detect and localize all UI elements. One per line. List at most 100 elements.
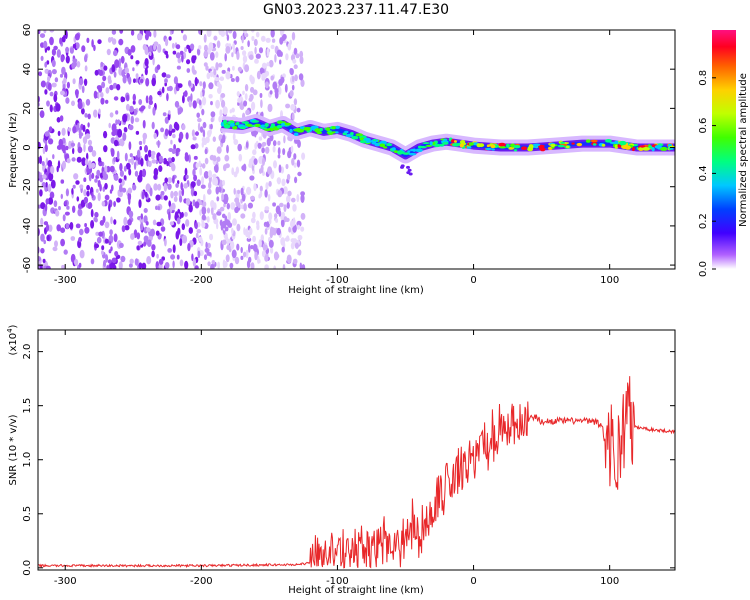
noise-speckle — [192, 168, 196, 177]
noise-speckle — [210, 117, 214, 123]
noise-speckle — [210, 123, 213, 130]
noise-speckle — [150, 228, 156, 237]
noise-speckle — [217, 87, 222, 94]
noise-speckle — [110, 37, 114, 42]
noise-speckle — [137, 174, 143, 183]
noise-speckle — [274, 54, 277, 63]
y-scale-multiplier: (x104) — [6, 324, 19, 355]
noise-speckle — [215, 62, 219, 71]
noise-speckle — [105, 99, 109, 104]
noise-speckle — [193, 155, 198, 160]
noise-speckle — [84, 226, 90, 234]
noise-speckle — [258, 259, 261, 264]
noise-speckle — [225, 46, 231, 54]
noise-speckle — [231, 249, 237, 259]
noise-speckle — [50, 179, 56, 189]
colorbar-tick-label: 0.4 — [698, 165, 709, 181]
noise-speckle — [47, 82, 52, 92]
noise-speckle — [243, 100, 248, 107]
noise-speckle — [280, 166, 285, 174]
noise-speckle — [300, 79, 305, 87]
noise-speckle — [107, 37, 112, 43]
noise-speckle — [157, 43, 162, 53]
noise-speckle — [250, 86, 255, 93]
noise-speckle — [140, 157, 144, 167]
noise-speckle — [301, 264, 306, 269]
noise-speckle — [39, 110, 45, 118]
noise-speckle — [153, 132, 157, 139]
noise-speckle — [40, 233, 45, 242]
noise-speckle — [84, 223, 87, 228]
noise-speckle — [216, 156, 221, 162]
noise-speckle — [210, 101, 213, 106]
noise-speckle — [125, 103, 130, 111]
x-tick-label: -100 — [326, 275, 349, 286]
noise-speckle — [226, 244, 231, 251]
noise-speckle — [293, 162, 297, 168]
noise-speckle — [245, 109, 250, 116]
noise-speckle — [290, 145, 294, 153]
noise-speckle — [266, 62, 270, 67]
trace-blob — [451, 139, 455, 143]
noise-speckle — [70, 236, 76, 241]
noise-speckle — [47, 160, 53, 167]
noise-speckle — [257, 142, 262, 149]
noise-speckle — [130, 30, 135, 36]
noise-speckle — [236, 51, 240, 60]
noise-speckle — [198, 45, 202, 50]
noise-speckle — [250, 217, 256, 224]
noise-speckle — [147, 160, 152, 168]
noise-speckle — [84, 158, 89, 166]
noise-speckle — [173, 121, 179, 130]
noise-speckle — [300, 212, 306, 220]
noise-speckle — [91, 39, 94, 48]
noise-speckle — [261, 62, 267, 69]
noise-speckle — [244, 64, 250, 73]
noise-speckle — [301, 152, 306, 160]
noise-speckle — [245, 141, 249, 149]
noise-speckle — [58, 138, 64, 148]
noise-speckle — [177, 83, 183, 88]
noise-speckle — [248, 256, 252, 263]
trace-blob — [532, 143, 541, 147]
noise-speckle — [202, 201, 207, 208]
noise-speckle — [266, 48, 270, 57]
noise-speckle — [121, 225, 126, 233]
noise-speckle — [234, 256, 240, 265]
noise-speckle — [60, 54, 65, 63]
noise-speckle — [85, 133, 91, 140]
colorbar-tick-label: 0.0 — [698, 261, 709, 277]
noise-speckle — [123, 165, 127, 172]
noise-speckle — [240, 204, 245, 210]
noise-speckle — [50, 166, 55, 174]
noise-speckle — [285, 53, 289, 61]
noise-speckle — [188, 227, 193, 234]
noise-speckle — [173, 190, 178, 197]
noise-speckle — [109, 262, 113, 269]
noise-speckle — [116, 197, 121, 203]
trace-blob — [422, 142, 430, 145]
noise-speckle — [272, 81, 278, 90]
trace-blob — [565, 145, 570, 149]
noise-speckle — [146, 239, 152, 247]
noise-speckle — [145, 227, 151, 232]
noise-speckle — [256, 70, 261, 80]
noise-speckle — [299, 56, 304, 64]
noise-speckle — [182, 95, 185, 104]
noise-speckle — [128, 124, 134, 131]
noise-speckle — [193, 174, 198, 182]
noise-speckle — [252, 211, 256, 219]
noise-speckle — [212, 173, 217, 179]
noise-speckle — [123, 175, 127, 180]
trace-blob — [601, 143, 606, 147]
noise-speckle — [199, 126, 204, 133]
noise-speckle — [250, 245, 254, 250]
noise-speckle — [128, 263, 133, 268]
noise-speckle — [210, 111, 216, 118]
noise-speckle — [98, 69, 103, 76]
noise-speckle — [264, 206, 270, 211]
noise-speckle — [53, 94, 58, 103]
noise-speckle — [63, 77, 67, 84]
noise-speckle — [268, 239, 274, 248]
noise-speckle — [120, 96, 126, 102]
